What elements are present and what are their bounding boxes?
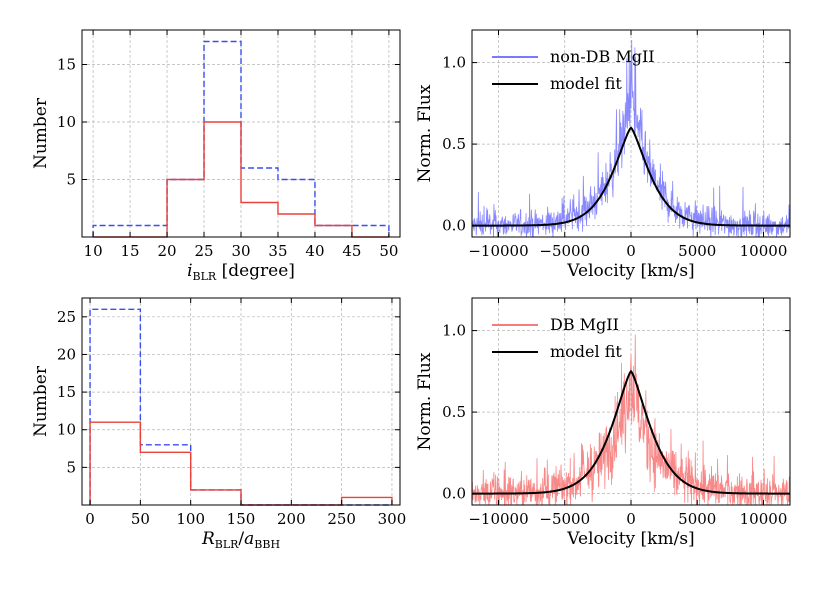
model-fit-line bbox=[472, 369, 790, 495]
histogram-bar bbox=[140, 452, 190, 505]
y-tick-label: 0.5 bbox=[442, 135, 466, 153]
x-axis-label: Velocity [km/s] bbox=[566, 261, 694, 281]
x-tick-label: 10000 bbox=[740, 510, 788, 528]
histogram-bar bbox=[191, 490, 241, 505]
histogram-bar bbox=[191, 490, 241, 505]
panel-spec_db: −10000 −5000 0 5000 10000 0.0 0.5 1.0 Norm. Flux… bbox=[415, 297, 791, 549]
x-tick-label: 250 bbox=[327, 510, 356, 528]
x-tick-label: 20 bbox=[157, 242, 176, 260]
histogram-bar bbox=[342, 497, 392, 505]
histogram-bar bbox=[167, 180, 204, 238]
y-tick-label: 10 bbox=[57, 113, 76, 131]
histogram-bar bbox=[90, 422, 140, 505]
y-tick-label: 25 bbox=[57, 308, 76, 326]
x-tick-label: 25 bbox=[194, 242, 213, 260]
histogram-bar bbox=[315, 226, 352, 238]
x-tick-label: 50 bbox=[379, 242, 398, 260]
x-tick-label: −10000 bbox=[468, 510, 528, 528]
x-tick-label: 100 bbox=[176, 510, 205, 528]
x-tick-label: 150 bbox=[227, 510, 256, 528]
y-axis-label: Norm. Flux bbox=[415, 84, 435, 182]
y-tick-label: 20 bbox=[57, 345, 76, 363]
y-tick-label: 1.0 bbox=[442, 322, 466, 340]
y-tick-label: 15 bbox=[57, 56, 76, 74]
panel-hist_iblr: 10 15 20 25 30 35 40 45 50 5 10 15 Number iBLR [degre… bbox=[31, 29, 401, 283]
x-tick-label: 0 bbox=[626, 242, 636, 260]
y-tick-label: 5 bbox=[66, 458, 76, 476]
y-tick-label: 0.0 bbox=[442, 217, 466, 235]
histogram-bar bbox=[241, 203, 278, 238]
histogram-bar bbox=[90, 309, 140, 505]
x-tick-label: 15 bbox=[121, 242, 140, 260]
histogram-red-solid bbox=[89, 421, 393, 506]
model-fit-line bbox=[472, 126, 790, 227]
y-tick-label: 1.0 bbox=[442, 54, 466, 72]
panel-spec_nondb: −10000 −5000 0 5000 10000 0.0 0.5 1.0 Norm. Flux… bbox=[415, 29, 791, 281]
histogram-bar bbox=[140, 445, 190, 505]
panel-hist_rblr: 0 50 100 150 200 250 300 5 10 15 20 25 Number RBLR/aB… bbox=[31, 297, 407, 551]
x-tick-label: 40 bbox=[305, 242, 324, 260]
x-tick-label: 0 bbox=[85, 510, 95, 528]
histogram-bar bbox=[278, 214, 315, 237]
legend-data-label: non-DB MgII bbox=[550, 47, 655, 66]
y-tick-label: 0.5 bbox=[442, 403, 466, 421]
x-tick-label: 0 bbox=[626, 510, 636, 528]
y-tick-label: 0.0 bbox=[442, 485, 466, 503]
legend-model-label: model fit bbox=[550, 74, 622, 93]
x-tick-label: 45 bbox=[342, 242, 361, 260]
legend-data-label: DB MgII bbox=[550, 315, 619, 334]
x-tick-label: 200 bbox=[277, 510, 306, 528]
x-tick-label: 50 bbox=[131, 510, 150, 528]
x-tick-label: −5000 bbox=[539, 242, 590, 260]
x-axis-label: RBLR/aBBH bbox=[201, 529, 280, 551]
histogram-blue-dashed bbox=[89, 308, 392, 506]
x-tick-label: 30 bbox=[231, 242, 250, 260]
x-tick-label: 10 bbox=[84, 242, 103, 260]
x-tick-label: 5000 bbox=[678, 510, 716, 528]
histogram-bar bbox=[204, 42, 241, 238]
y-axis-label: Norm. Flux bbox=[415, 352, 435, 450]
y-axis-label: Number bbox=[31, 365, 51, 437]
histogram-bar bbox=[352, 226, 389, 238]
data-spectrum-line bbox=[472, 40, 790, 237]
x-tick-label: −5000 bbox=[539, 510, 590, 528]
x-axis-label: Velocity [km/s] bbox=[566, 529, 694, 549]
x-tick-label: −10000 bbox=[468, 242, 528, 260]
legend-model-label: model fit bbox=[550, 342, 622, 361]
histogram-bar bbox=[278, 180, 315, 238]
y-tick-label: 5 bbox=[66, 171, 76, 189]
histogram-bar bbox=[315, 226, 352, 238]
x-tick-label: 10000 bbox=[740, 242, 788, 260]
y-tick-label: 10 bbox=[57, 421, 76, 439]
y-tick-label: 15 bbox=[57, 383, 76, 401]
x-axis-label: iBLR [degree] bbox=[187, 261, 295, 283]
x-tick-label: 5000 bbox=[678, 242, 716, 260]
x-tick-label: 300 bbox=[378, 510, 407, 528]
y-axis-label: Number bbox=[31, 97, 51, 169]
histogram-red-solid bbox=[93, 121, 389, 238]
histogram-bar bbox=[167, 180, 204, 238]
x-tick-label: 35 bbox=[268, 242, 287, 260]
